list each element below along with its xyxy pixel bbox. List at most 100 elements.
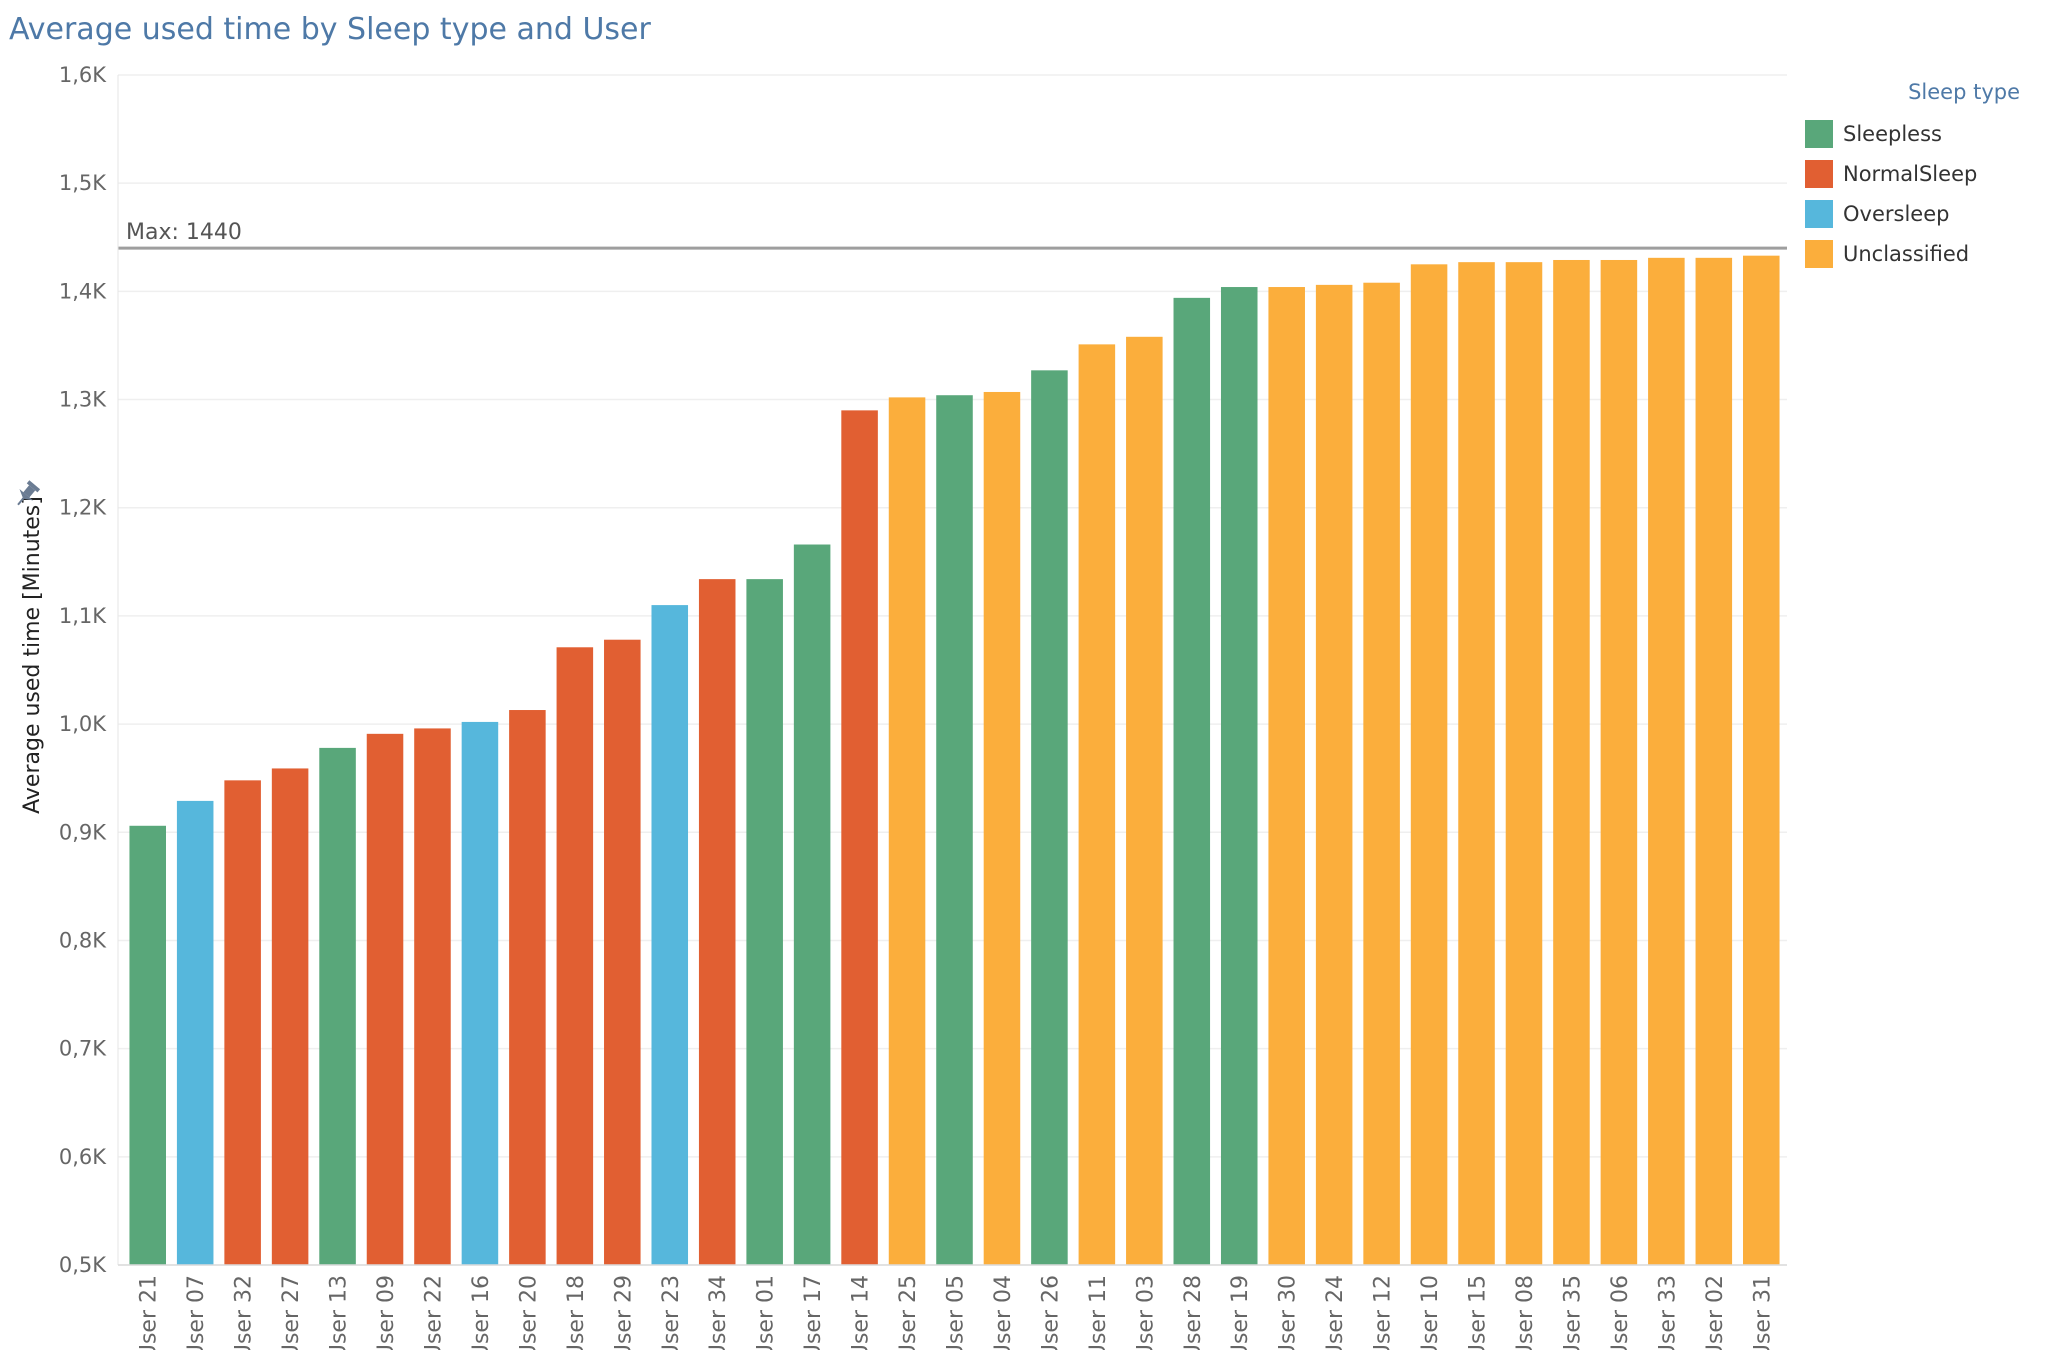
x-tick-label: User 14 (849, 1275, 874, 1350)
x-tick-label: User 24 (1323, 1275, 1348, 1350)
bar[interactable] (319, 747, 356, 1265)
x-tick-label: User 22 (421, 1275, 446, 1350)
bar[interactable] (1458, 262, 1495, 1265)
legend-label: NormalSleep (1843, 162, 1978, 186)
y-tick-label: 1,2K (59, 496, 107, 520)
bar[interactable] (1505, 262, 1543, 1265)
x-tick-label: User 31 (1750, 1275, 1775, 1350)
x-tick-label: User 18 (564, 1275, 589, 1350)
x-tick-label: User 27 (279, 1275, 304, 1350)
y-tick-label: 0,7K (59, 1037, 107, 1061)
x-tick-label: User 01 (754, 1275, 779, 1350)
bar[interactable] (1410, 264, 1448, 1265)
bar[interactable] (888, 397, 926, 1265)
x-tick-label: User 23 (659, 1275, 684, 1350)
bar[interactable] (556, 647, 594, 1265)
bar[interactable] (1695, 257, 1733, 1265)
legend-swatch (1805, 120, 1833, 148)
bar[interactable] (129, 825, 166, 1265)
x-tick-label: User 35 (1560, 1275, 1585, 1350)
x-tick-label: User 29 (611, 1275, 636, 1350)
x-tick-label: User 19 (1228, 1275, 1253, 1350)
bar[interactable] (366, 733, 404, 1265)
x-tick-label: User 17 (801, 1275, 826, 1350)
bar[interactable] (224, 780, 261, 1265)
y-tick-label: 1,0K (59, 712, 107, 736)
reference-line-label: Max: 1440 (126, 220, 242, 245)
legend-swatch (1805, 200, 1833, 228)
y-tick-label: 0,6K (59, 1145, 107, 1169)
bar[interactable] (271, 768, 309, 1265)
bar[interactable] (1553, 259, 1590, 1265)
bar[interactable] (793, 544, 831, 1265)
bar[interactable] (1268, 287, 1305, 1265)
bar[interactable] (1315, 284, 1353, 1265)
x-tick-label: User 26 (1038, 1275, 1063, 1350)
x-tick-label: User 05 (944, 1275, 969, 1350)
bar[interactable] (1648, 257, 1685, 1265)
y-tick-label: 0,5K (59, 1253, 107, 1277)
reference-line-group: Max: 1440 (118, 220, 1787, 250)
bar[interactable] (936, 395, 973, 1266)
x-tick-label: User 20 (516, 1275, 541, 1350)
bars (129, 255, 1780, 1266)
x-tick-label: User 04 (991, 1275, 1016, 1350)
legend-item-sleepless[interactable]: Sleepless (1805, 114, 2020, 154)
x-tick-label: User 12 (1371, 1275, 1396, 1350)
bar[interactable] (698, 579, 736, 1265)
y-tick-label: 1,6K (59, 63, 107, 87)
legend-item-normalsleep[interactable]: NormalSleep (1805, 154, 2020, 194)
bar[interactable] (983, 391, 1021, 1265)
legend-item-oversleep[interactable]: Oversleep (1805, 194, 2020, 234)
bar[interactable] (414, 728, 451, 1265)
y-tick-label: 0,9K (59, 820, 107, 844)
bar[interactable] (651, 605, 689, 1265)
x-tick-label: User 11 (1086, 1275, 1111, 1350)
x-tick-label: User 10 (1418, 1275, 1443, 1350)
x-tick-label: User 06 (1608, 1275, 1633, 1350)
legend: Sleep type Sleepless NormalSleep Oversle… (1805, 80, 2020, 274)
x-tick-label: User 15 (1466, 1275, 1491, 1350)
y-tick-label: 1,3K (59, 388, 107, 412)
bar[interactable] (1078, 344, 1116, 1265)
y-axis: 0,5K 0,6K 0,7K 0,8K 0,9K 1,0K 1,1K 1,2K 1,3K 1,4K… (59, 63, 119, 1277)
y-tick-label: 1,5K (59, 171, 107, 195)
bar[interactable] (1173, 297, 1211, 1265)
y-tick-label: 1,4K (59, 279, 107, 303)
bar[interactable] (509, 710, 546, 1265)
bar[interactable] (746, 579, 783, 1265)
legend-label: Unclassified (1843, 242, 1970, 266)
bar[interactable] (461, 721, 499, 1265)
bar[interactable] (1220, 287, 1258, 1265)
bar-chart: Max: 1440 0,5K 0,6K 0,7K 0,8K 0,9K 1,0K 1,1K 1,… (11, 63, 1787, 1350)
bar[interactable] (841, 410, 878, 1265)
x-tick-label: User 13 (327, 1275, 352, 1350)
bar[interactable] (1363, 282, 1400, 1265)
bar[interactable] (604, 639, 641, 1265)
y-tick-label: 1,1K (59, 604, 107, 628)
bar[interactable] (1031, 370, 1068, 1265)
x-tick-label: User 03 (1133, 1275, 1158, 1350)
x-tick-label: User 34 (706, 1275, 731, 1350)
bar[interactable] (1600, 259, 1638, 1265)
x-tick-label: User 32 (232, 1275, 257, 1350)
legend-swatch (1805, 240, 1833, 268)
legend-item-unclassified[interactable]: Unclassified (1805, 234, 2020, 274)
x-axis: User 21 User 07 User 32 User 27 User 13 User … (118, 1264, 1787, 1350)
x-tick-label: User 30 (1276, 1275, 1301, 1350)
x-tick-label: User 02 (1703, 1275, 1728, 1350)
x-tick-label: User 28 (1181, 1275, 1206, 1350)
bar[interactable] (1126, 336, 1163, 1265)
x-tick-label: User 07 (184, 1275, 209, 1350)
x-tick-label: User 21 (137, 1275, 162, 1350)
legend-label: Sleepless (1843, 122, 1942, 146)
chart-title: Average used time by Sleep type and User (9, 12, 651, 47)
x-tick-label: User 08 (1513, 1275, 1538, 1350)
bar[interactable] (1743, 255, 1780, 1265)
legend-label: Oversleep (1843, 202, 1950, 226)
bar[interactable] (176, 800, 214, 1265)
x-tick-label: User 33 (1655, 1275, 1680, 1350)
y-tick-label: 0,8K (59, 928, 107, 952)
pin-icon[interactable] (11, 479, 42, 510)
x-tick-label: User 09 (374, 1275, 399, 1350)
